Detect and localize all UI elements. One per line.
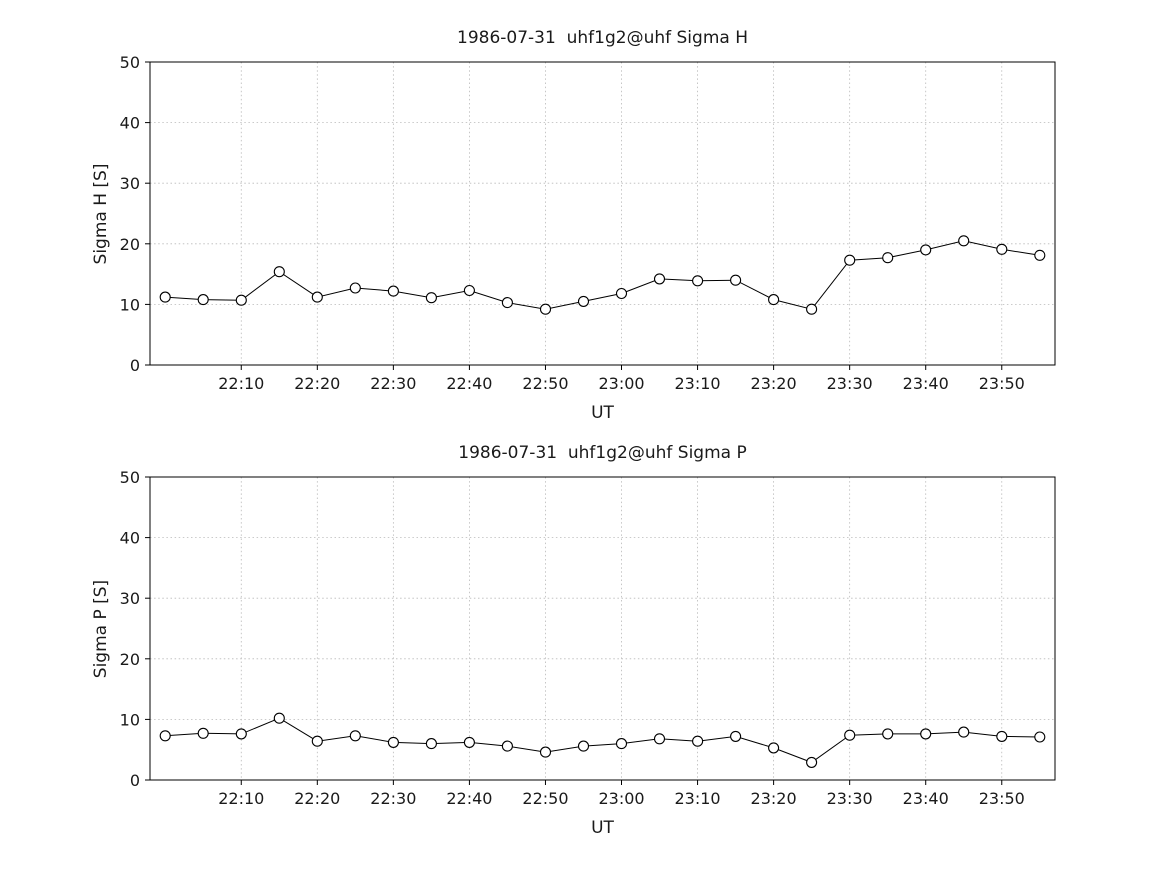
data-point-marker <box>273 266 285 278</box>
x-tick-label: 23:40 <box>903 789 949 808</box>
data-point-marker <box>996 730 1008 742</box>
x-tick-label: 22:40 <box>446 374 492 393</box>
data-line <box>165 717 1040 763</box>
data-point-marker <box>882 728 894 740</box>
x-tick-label: 23:20 <box>751 374 797 393</box>
data-point-marker <box>958 726 970 738</box>
data-point-marker <box>882 252 894 264</box>
data-point-marker <box>577 740 590 752</box>
x-tick-label: 22:30 <box>370 789 416 808</box>
data-point-marker <box>920 728 932 740</box>
data-point-marker <box>768 742 780 754</box>
x-tick-label: 23:40 <box>903 374 949 393</box>
y-tick-label: 0 <box>130 771 140 790</box>
data-line <box>165 240 1040 310</box>
chart-title: 1986-07-31 uhf1g2@uhf Sigma H <box>457 28 748 48</box>
data-point-marker <box>806 303 818 315</box>
data-point-marker <box>577 295 590 307</box>
data-point-marker <box>844 729 856 741</box>
data-point-marker <box>653 273 666 285</box>
plot-border <box>149 61 1056 366</box>
data-point-marker <box>996 243 1008 255</box>
data-point-marker <box>159 291 171 303</box>
data-point-marker <box>615 738 628 750</box>
data-point-marker <box>197 727 209 739</box>
x-tick-label: 22:10 <box>218 789 264 808</box>
data-point-marker <box>273 712 285 724</box>
data-point-marker <box>920 244 932 256</box>
x-tick-label: 22:30 <box>370 374 416 393</box>
plot-border <box>149 476 1056 781</box>
y-tick-label: 50 <box>120 53 140 72</box>
sigma-p-plot-area: 22:10 22:20 22:30 22:40 22:50 23:00 23:10 23:20… <box>120 468 1056 808</box>
data-point-marker <box>539 303 552 315</box>
y-tick-label: 20 <box>120 650 140 669</box>
data-point-marker <box>958 235 970 247</box>
x-tick-label: 23:50 <box>979 789 1025 808</box>
y-tick-label: 30 <box>120 174 140 193</box>
y-tick-label: 40 <box>120 529 140 548</box>
data-point-marker <box>692 735 704 747</box>
x-tick-label: 23:30 <box>827 374 873 393</box>
data-point-marker <box>311 735 323 747</box>
data-point-marker <box>197 294 209 306</box>
y-tick-label: 10 <box>120 710 140 729</box>
data-point-marker <box>159 730 171 742</box>
y-tick-label: 0 <box>130 356 140 375</box>
x-tick-label: 23:10 <box>675 789 721 808</box>
data-point-marker <box>463 284 475 297</box>
x-tick-label: 22:10 <box>218 374 264 393</box>
y-tick-label: 10 <box>120 295 140 314</box>
data-point-marker <box>539 746 552 758</box>
data-point-marker <box>387 736 399 748</box>
x-tick-label: 23:20 <box>751 789 797 808</box>
data-point-marker <box>730 274 742 286</box>
data-point-marker <box>844 254 856 266</box>
sigma-h-chart: 1986-07-31 uhf1g2@uhf Sigma H Sigma H [S… <box>0 0 1167 437</box>
x-tick-label: 22:50 <box>522 789 568 808</box>
x-tick-label: 22:50 <box>522 374 568 393</box>
data-point-marker <box>768 294 780 306</box>
x-tick-label: 23:10 <box>675 374 721 393</box>
data-point-marker <box>425 292 437 304</box>
data-point-marker <box>653 733 666 745</box>
data-point-marker <box>692 275 704 287</box>
data-point-marker <box>311 291 323 303</box>
data-point-marker <box>235 728 247 740</box>
y-tick-label: 40 <box>120 114 140 133</box>
data-point-marker <box>730 730 742 742</box>
data-point-marker <box>501 297 513 309</box>
sigma-p-chart: 1986-07-31 uhf1g2@uhf Sigma P Sigma P [S… <box>0 437 1167 875</box>
x-tick-label: 23:30 <box>827 789 873 808</box>
x-tick-label: 23:00 <box>598 374 644 393</box>
data-point-marker <box>425 738 437 750</box>
data-point-marker <box>615 287 628 300</box>
x-tick-label: 22:20 <box>294 374 340 393</box>
y-tick-label: 20 <box>120 235 140 254</box>
y-tick-label: 50 <box>120 468 140 487</box>
data-point-marker <box>806 756 818 768</box>
x-axis-label: UT <box>591 818 614 838</box>
data-point-marker <box>349 282 361 294</box>
x-tick-label: 23:50 <box>979 374 1025 393</box>
x-tick-label: 23:00 <box>598 789 644 808</box>
chart-title: 1986-07-31 uhf1g2@uhf Sigma P <box>458 443 747 463</box>
data-point-marker <box>235 294 247 306</box>
data-point-marker <box>349 730 361 742</box>
data-point-marker <box>1034 249 1046 261</box>
data-point-marker <box>1034 731 1046 743</box>
sigma-h-plot-area: 22:10 22:20 22:30 22:40 22:50 23:00 23:10 23:20… <box>120 53 1056 393</box>
x-axis-label: UT <box>591 403 614 423</box>
x-tick-label: 22:40 <box>446 789 492 808</box>
x-tick-label: 22:20 <box>294 789 340 808</box>
y-tick-label: 30 <box>120 589 140 608</box>
data-point-marker <box>463 736 475 748</box>
data-point-marker <box>501 740 513 752</box>
data-point-marker <box>387 285 399 297</box>
